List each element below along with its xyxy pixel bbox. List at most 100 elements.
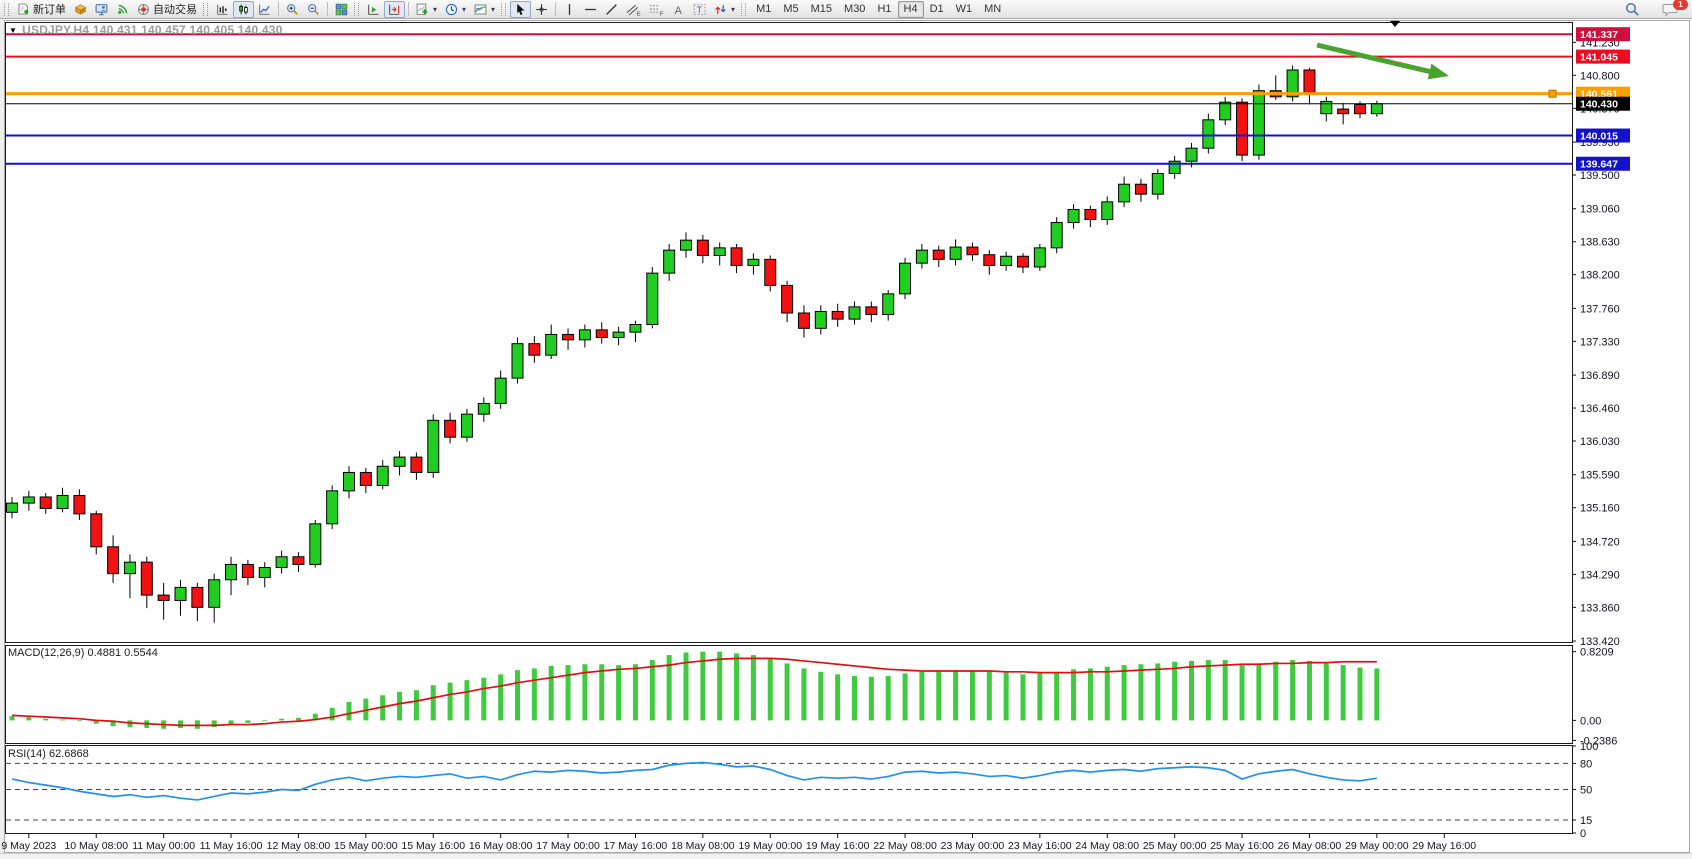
text-label-tool-button[interactable]: T xyxy=(689,1,710,18)
toolbar-separator xyxy=(327,2,328,16)
crosshair-icon xyxy=(536,3,547,15)
zoom-in-button[interactable] xyxy=(282,1,303,18)
search-icon xyxy=(1625,2,1639,16)
equidistant-channel-tool-button[interactable]: E xyxy=(622,1,645,18)
timeframe-button-m30[interactable]: M30 xyxy=(844,3,866,15)
dropdown-caret-icon: ▾ xyxy=(462,4,467,14)
svg-text:15: 15 xyxy=(1580,815,1592,827)
chart-window[interactable]: ▼ USDJPY,H4 140.431 140.457 140.405 140.4… xyxy=(0,19,1692,859)
periods-button[interactable]: ▾ xyxy=(441,1,470,18)
chart-shift-icon xyxy=(389,4,400,15)
new-order-button[interactable]: 新订单 xyxy=(13,1,70,18)
bar-chart-mode-button[interactable] xyxy=(212,1,233,18)
autotrading-button[interactable]: 自动交易 xyxy=(133,1,201,18)
cursor-tool-button[interactable] xyxy=(510,0,532,18)
autotrading-label: 自动交易 xyxy=(153,4,197,16)
svg-text:11 May 16:00: 11 May 16:00 xyxy=(200,840,263,852)
svg-text:19 May 00:00: 19 May 00:00 xyxy=(738,840,802,852)
trend-arrow-annotation[interactable] xyxy=(1316,42,1438,76)
candlestick-mode-button[interactable] xyxy=(233,0,254,18)
new-order-icon xyxy=(18,3,29,14)
svg-text:137.760: 137.760 xyxy=(1580,303,1620,315)
timeframe-button-d1[interactable]: D1 xyxy=(929,3,944,15)
chat-button[interactable]: 1 xyxy=(1658,0,1688,18)
search-button[interactable] xyxy=(1621,1,1644,18)
market-watch-icon xyxy=(95,3,108,15)
signal-icon xyxy=(118,4,128,14)
svg-text:11 May 00:00: 11 May 00:00 xyxy=(132,840,195,852)
arrows-shapes-icon xyxy=(715,4,726,14)
rsi-indicator-label: RSI(14) 62.6868 xyxy=(8,748,89,760)
dropdown-caret-icon: ▾ xyxy=(433,4,438,14)
auto-scroll-button[interactable] xyxy=(363,1,384,18)
timeframe-button-m5[interactable]: M5 xyxy=(783,3,799,15)
toolbar-grip[interactable] xyxy=(203,2,208,16)
svg-text:17 May 00:00: 17 May 00:00 xyxy=(536,840,600,852)
trendline-tool-button[interactable] xyxy=(601,1,622,18)
text-a-icon: A xyxy=(675,4,683,15)
svg-text:23 May 16:00: 23 May 16:00 xyxy=(1008,840,1072,852)
svg-text:E: E xyxy=(637,11,641,16)
chat-badge: 1 xyxy=(1673,0,1688,10)
annotations xyxy=(1316,21,1449,80)
svg-text:17 May 16:00: 17 May 16:00 xyxy=(604,840,668,852)
svg-text:25 May 16:00: 25 May 16:00 xyxy=(1210,840,1274,852)
horizontal-line-tool-button[interactable] xyxy=(580,1,601,18)
svg-text:140.015: 140.015 xyxy=(1580,131,1618,143)
timeframe-button-mn[interactable]: MN xyxy=(984,3,1002,15)
horizontal-line-icon xyxy=(585,8,596,10)
timeframe-button-m1[interactable]: M1 xyxy=(756,3,772,15)
gold-box-icon xyxy=(74,3,87,15)
time-axis[interactable]: 9 May 2023 10 May 08:00 11 May 00:00 11 May… xyxy=(1,834,1476,852)
clock-icon xyxy=(445,3,458,15)
trend-arrow-head[interactable] xyxy=(1427,63,1449,80)
templates-button[interactable]: ▾ xyxy=(470,1,499,18)
toolbar-right-icons: 1 xyxy=(1621,0,1688,19)
cursor-icon xyxy=(517,3,525,15)
horizontal-lines: 141.337141.045140.561140.430140.015139.6… xyxy=(6,27,1630,171)
vertical-line-icon xyxy=(568,3,571,15)
crosshair-tool-button[interactable] xyxy=(531,1,552,18)
market-watch-button[interactable] xyxy=(91,1,112,18)
price-chart-canvas[interactable]: 141.230140.800140.370139.930139.500139.0… xyxy=(0,19,1692,859)
text-label-icon: T xyxy=(693,3,706,15)
svg-text:10 May 08:00: 10 May 08:00 xyxy=(64,840,128,852)
svg-text:137.330: 137.330 xyxy=(1580,336,1620,348)
timeframe-toolbar: M1 M5 M15 M30 H1 H4 D1 W1 MN xyxy=(750,0,1007,18)
svg-text:0: 0 xyxy=(1580,828,1586,840)
timeframe-button-h1[interactable]: H1 xyxy=(877,3,892,15)
fibonacci-tool-button[interactable]: F xyxy=(645,1,668,18)
timeframe-button-w1[interactable]: W1 xyxy=(955,3,973,15)
arrows-tool-button[interactable]: ▾ xyxy=(710,1,739,18)
timeframe-button-m15[interactable]: M15 xyxy=(810,3,833,15)
signals-button[interactable] xyxy=(112,1,133,18)
chart-title-text: USDJPY,H4 140.431 140.457 140.405 140.43… xyxy=(22,23,283,37)
vertical-line-tool-button[interactable] xyxy=(559,1,580,18)
toolbar-grip[interactable] xyxy=(501,2,507,16)
window-bottom-edge xyxy=(0,853,1692,859)
toolbar-grip[interactable] xyxy=(354,2,359,16)
object-marker-triangle[interactable] xyxy=(1390,21,1400,27)
text-tool-button[interactable]: A xyxy=(668,1,689,18)
add-indicator-icon xyxy=(416,3,428,15)
svg-text:135.590: 135.590 xyxy=(1580,470,1620,482)
indicators-button[interactable]: ▾ xyxy=(412,1,441,18)
svg-text:133.420: 133.420 xyxy=(1580,636,1620,648)
svg-text:0.8209: 0.8209 xyxy=(1580,647,1614,659)
hline-handle[interactable] xyxy=(1548,89,1557,98)
window-left-edge xyxy=(0,19,4,859)
timeframe-button-h4[interactable]: H4 xyxy=(897,0,924,18)
svg-text:A: A xyxy=(675,4,683,15)
zoom-in-icon xyxy=(287,3,298,15)
zoom-out-button[interactable] xyxy=(303,1,324,18)
line-chart-mode-button[interactable] xyxy=(254,1,275,18)
metaeditor-button[interactable] xyxy=(70,1,91,18)
svg-text:23 May 00:00: 23 May 00:00 xyxy=(941,840,1005,852)
svg-text:26 May 08:00: 26 May 08:00 xyxy=(1278,840,1342,852)
toolbar-grip[interactable] xyxy=(4,2,9,16)
rsi-pane: 100 80 50 150 xyxy=(6,741,1598,840)
toolbar-grip[interactable] xyxy=(741,2,747,16)
dropdown-caret-icon: ▾ xyxy=(491,4,496,14)
chart-shift-button[interactable] xyxy=(384,0,405,18)
tile-windows-button[interactable] xyxy=(331,1,352,18)
